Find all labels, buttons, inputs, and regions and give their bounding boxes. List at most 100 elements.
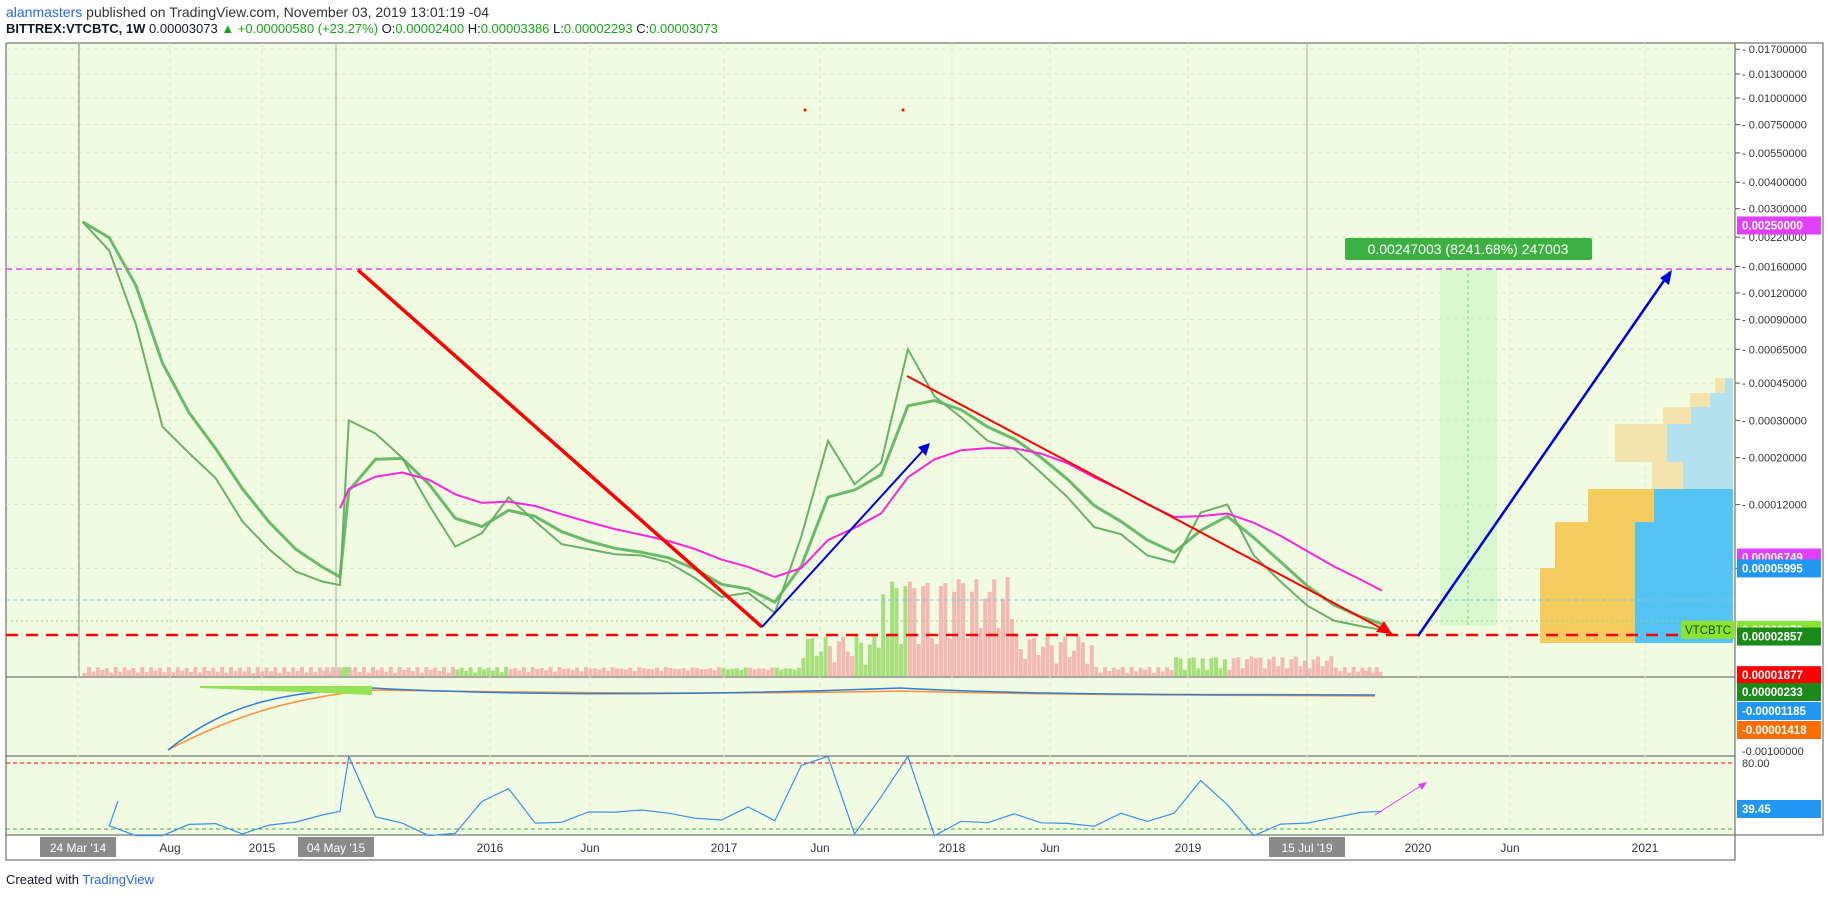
volume-bar xyxy=(202,667,207,676)
volume-bar xyxy=(1333,667,1338,676)
y-tick-label: - 0.01700000 xyxy=(1742,44,1807,56)
volume-bar xyxy=(584,667,588,676)
volume-bar xyxy=(832,662,837,676)
price-label-bg xyxy=(1737,702,1821,720)
price-label-bg xyxy=(1737,800,1821,818)
volume-bar xyxy=(1134,671,1139,676)
volume-bar xyxy=(1196,668,1201,676)
price-label-value: 0.00250000 xyxy=(1742,220,1803,232)
x-tick-label: 15 Jul '19 xyxy=(1282,841,1333,855)
volume-bar xyxy=(552,671,557,676)
volume-bar xyxy=(530,667,535,676)
volume-bar xyxy=(100,670,105,676)
volume-bar xyxy=(1018,649,1023,676)
volume-bar xyxy=(637,667,642,676)
uptrend-arrowhead-1 xyxy=(918,443,930,456)
tradingview-logo[interactable]: TradingView xyxy=(82,872,154,887)
volume-bar xyxy=(468,667,473,676)
price-label-value: -0.00001418 xyxy=(1742,725,1807,737)
price-label-value: 0.00000233 xyxy=(1742,687,1803,699)
marker-dot-2 xyxy=(901,108,905,112)
volume-bar xyxy=(615,668,619,676)
volume-bar xyxy=(836,641,841,676)
volume-bar xyxy=(681,667,686,676)
volume-bar xyxy=(1222,659,1227,676)
downtrend-line-2 xyxy=(906,375,1393,635)
volume-bar xyxy=(1041,646,1045,676)
volume-bar xyxy=(1138,667,1143,676)
symbol-tag: VTCBTC xyxy=(1685,625,1731,637)
volume-bar xyxy=(410,671,415,676)
volume-bar xyxy=(446,672,451,676)
volume-bar xyxy=(1342,667,1347,676)
volume-bar xyxy=(628,667,633,676)
volume-bar xyxy=(1049,645,1054,676)
volume-bar xyxy=(788,668,793,676)
price-label-badge: 39.45 xyxy=(1737,800,1821,818)
volume-bar xyxy=(1032,637,1037,676)
volume-bar xyxy=(978,628,983,676)
volume-bar xyxy=(623,669,628,676)
volume-bar xyxy=(841,636,846,676)
volume-bar xyxy=(1338,671,1343,676)
downtrend-line-1 xyxy=(356,268,764,629)
volume-bar xyxy=(402,669,407,676)
x-tick-label: Jun xyxy=(1040,841,1059,855)
volume-bar xyxy=(348,670,353,676)
volume-bar xyxy=(260,671,265,676)
volume-bar xyxy=(575,667,580,676)
price-label-value: -0.00001185 xyxy=(1742,706,1807,718)
volume-bar xyxy=(650,669,655,676)
volume-bar xyxy=(548,667,553,676)
volume-bar xyxy=(1227,669,1232,676)
volume-bar xyxy=(325,667,330,676)
volume-bar xyxy=(544,670,548,676)
volume-bar xyxy=(823,636,828,676)
x-tick-label: 2016 xyxy=(477,841,504,855)
volume-bar xyxy=(1347,672,1352,676)
volume-bar xyxy=(237,667,242,676)
volume-bar xyxy=(255,667,260,676)
volume-bar xyxy=(1103,667,1108,676)
volume-bar xyxy=(1125,672,1130,676)
volume-bar xyxy=(810,638,815,676)
volume-bar xyxy=(890,581,895,676)
volume-bar xyxy=(730,668,735,676)
price-label-badge: 0.00000233 xyxy=(1737,683,1821,701)
rsi-line xyxy=(108,754,1382,837)
volume-bar xyxy=(1094,667,1099,676)
volume-bar xyxy=(801,657,806,676)
volume-bar xyxy=(1293,656,1298,676)
x-tick-label: Jun xyxy=(580,841,599,855)
volume-bars xyxy=(82,577,1383,676)
volume-bar xyxy=(384,671,389,676)
volume-bar xyxy=(206,670,211,676)
volume-bar xyxy=(459,667,464,676)
created-with-text: Created with xyxy=(6,872,79,887)
volume-bar xyxy=(703,669,708,676)
footer: Created with TradingView xyxy=(6,872,154,887)
volume-bar xyxy=(1089,645,1094,676)
volume-bar xyxy=(504,667,509,676)
price-change: ▲ +0.00000580 (+23.27%) xyxy=(221,21,379,36)
volume-profile xyxy=(1540,378,1733,643)
volume-bar xyxy=(328,672,333,676)
y-tick-label: - 0.00045000 xyxy=(1742,378,1807,390)
volume-bar xyxy=(122,667,127,676)
rsi-projection-arrow xyxy=(1374,782,1426,816)
volume-bar xyxy=(921,586,926,676)
volume-bar xyxy=(1364,671,1368,676)
volume-bar xyxy=(1014,636,1019,676)
volume-bar xyxy=(734,668,739,676)
volume-bar xyxy=(1143,669,1147,676)
volume-bar xyxy=(362,667,367,676)
volume-bar xyxy=(1276,666,1281,676)
volume-bar xyxy=(668,668,673,676)
x-tick-label: 2018 xyxy=(939,841,966,855)
marker-dot-1 xyxy=(803,108,807,112)
volume-bar xyxy=(162,672,167,676)
volume-bar xyxy=(1072,650,1076,676)
author-name[interactable]: alanmasters xyxy=(6,4,83,20)
volume-bar xyxy=(1253,658,1258,676)
